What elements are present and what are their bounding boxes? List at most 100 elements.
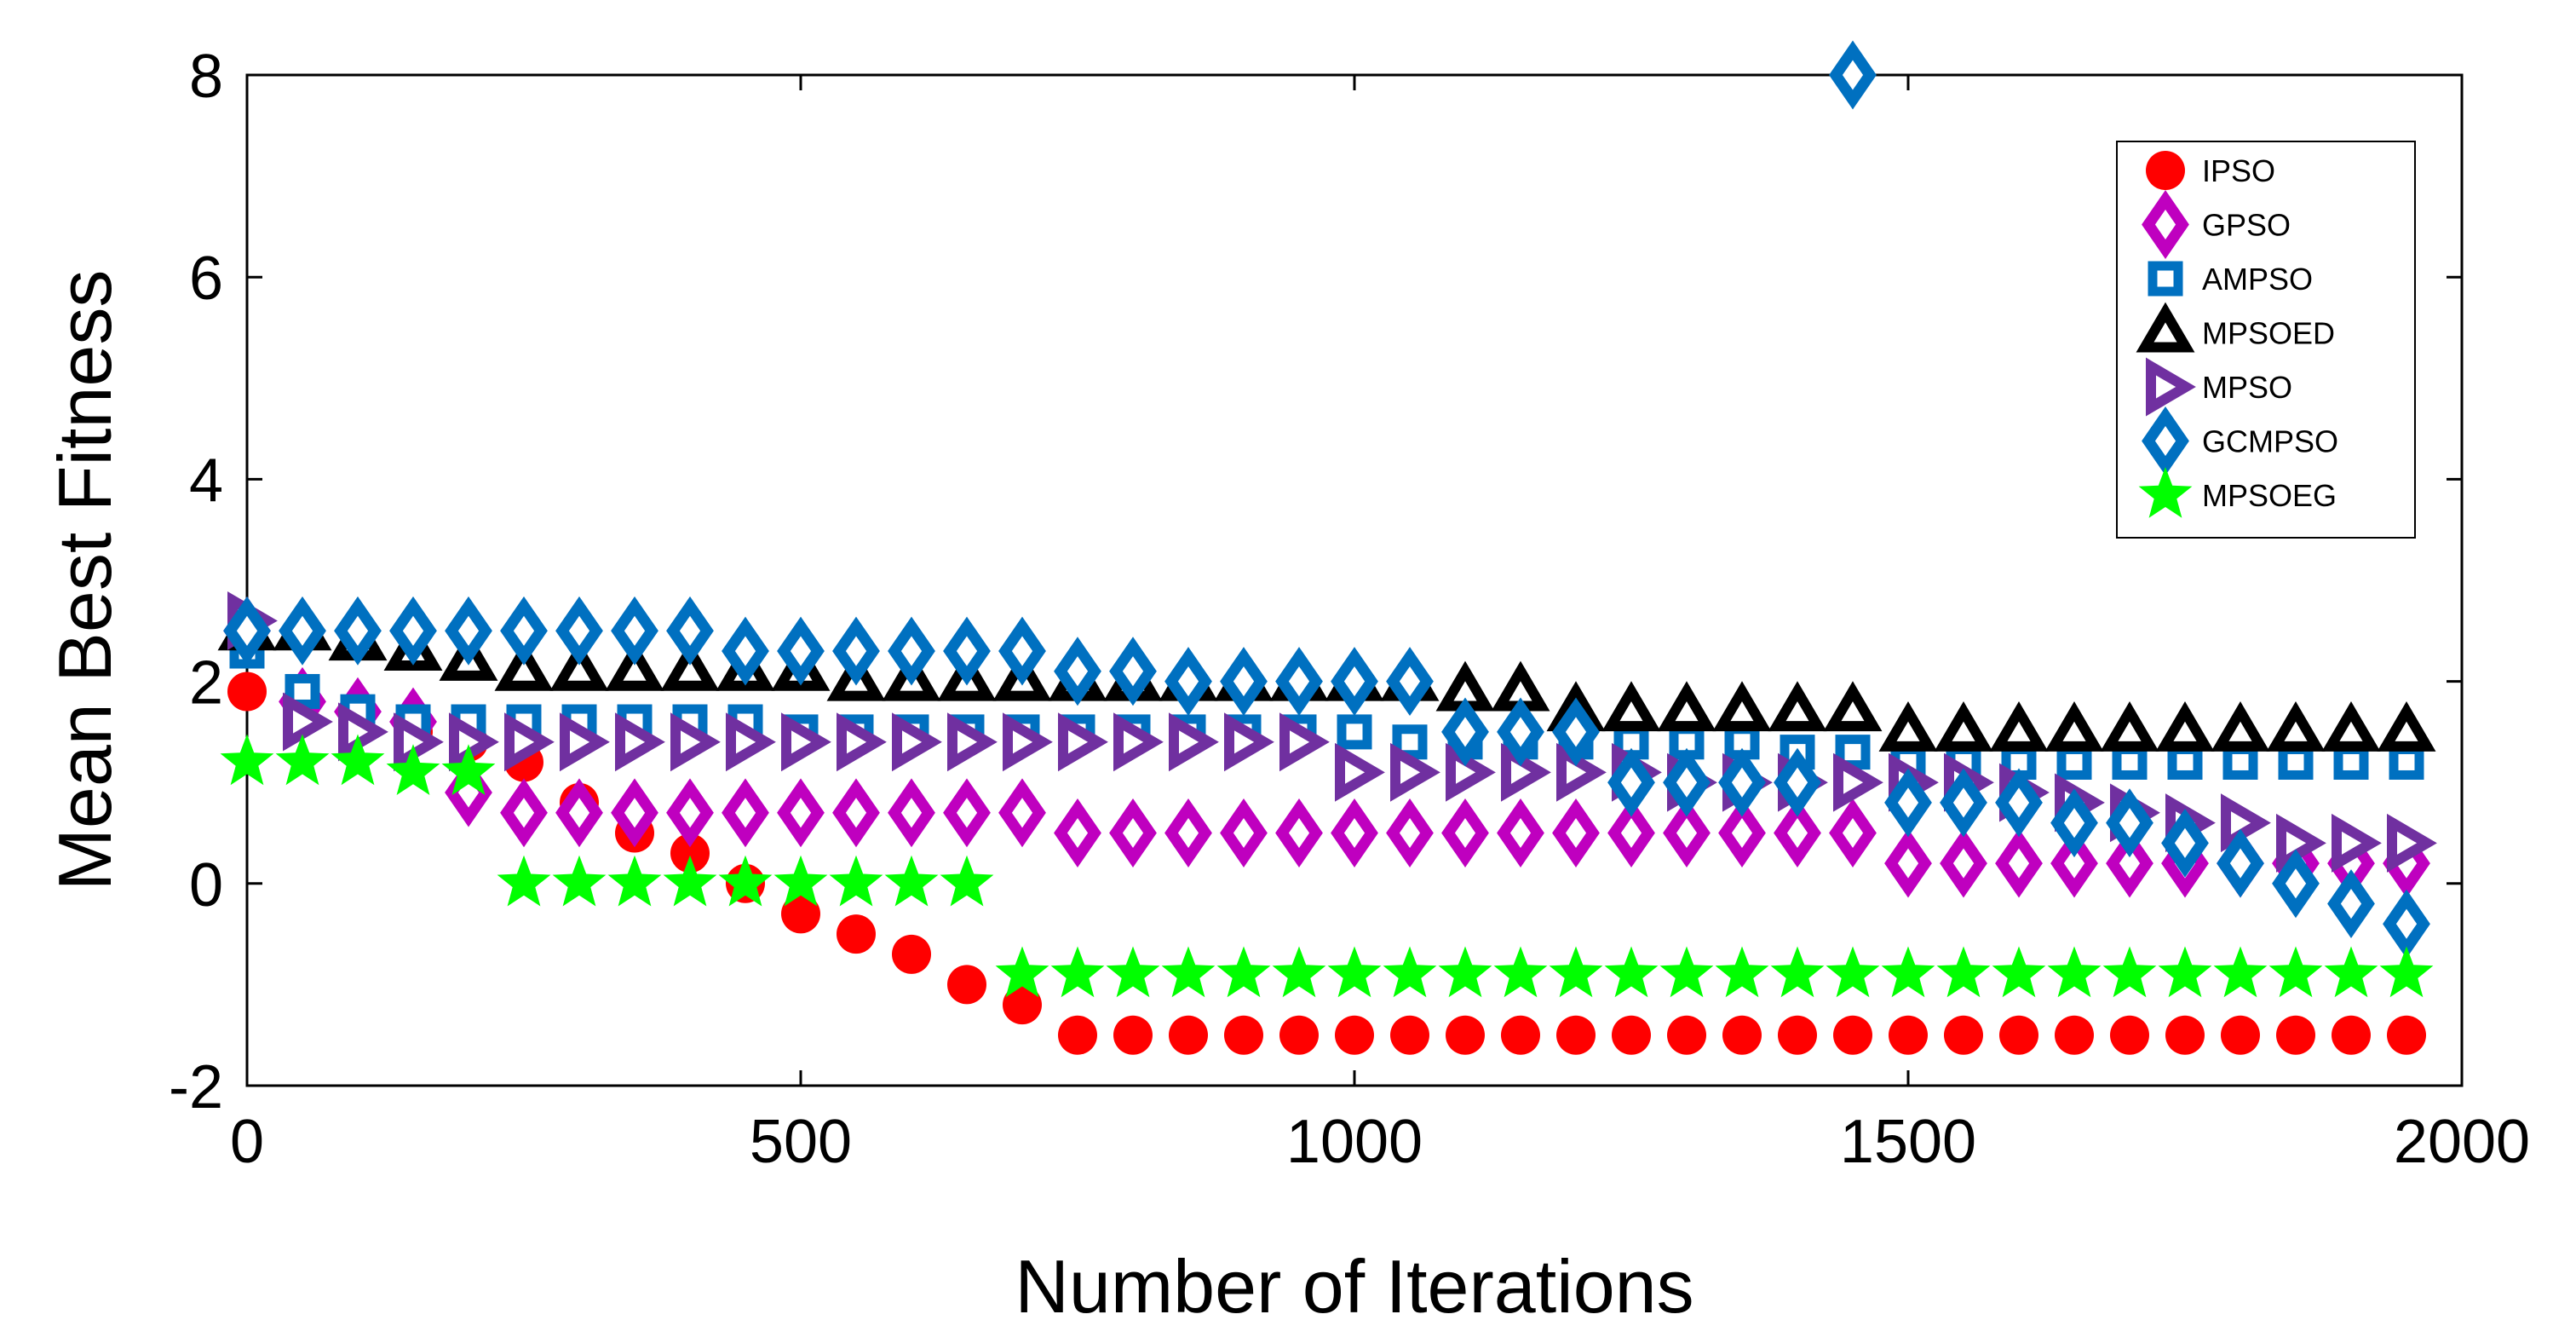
- point-mpsoeg: [331, 734, 385, 786]
- point-gcmpso: [1718, 747, 1766, 817]
- point-gcmpso: [888, 616, 935, 686]
- point-gpso: [1441, 798, 1489, 867]
- point-mpsoeg: [2047, 946, 2102, 998]
- point-ipso: [2165, 1015, 2205, 1055]
- point-mpsoed: [2155, 701, 2215, 752]
- point-ipso: [1612, 1015, 1651, 1055]
- point-mpsoed: [549, 640, 609, 691]
- point-mpsoeg: [1770, 946, 1825, 998]
- point-ipso: [2221, 1015, 2260, 1055]
- point-gpso: [2050, 828, 2098, 898]
- legend: IPSO GPSO AMPSO MPSOED MPSO GCMPSO MPSOEG: [2116, 141, 2416, 539]
- point-gcmpso: [943, 616, 991, 686]
- point-gcmpso: [777, 616, 825, 686]
- point-mpsoeg: [2268, 946, 2323, 998]
- point-gcmpso: [1940, 768, 1987, 838]
- point-gpso: [1718, 798, 1766, 867]
- point-ipso: [1003, 985, 1042, 1025]
- point-ampso: [2222, 744, 2258, 780]
- point-mpso: [1390, 742, 1440, 802]
- legend-marker-mpso: [2146, 357, 2196, 417]
- point-mpsoeg: [1881, 946, 1935, 998]
- point-mpsoed: [1989, 701, 2049, 752]
- point-mpsoeg: [607, 855, 662, 907]
- legend-label: AMPSO: [2202, 262, 2313, 297]
- legend-item-gcmpso: GCMPSO: [2142, 406, 2338, 476]
- point-mpsoeg: [1383, 946, 1437, 998]
- point-gpso: [1607, 798, 1655, 867]
- point-ipso: [1667, 1015, 1706, 1055]
- point-ipso: [1224, 1015, 1263, 1055]
- point-mpsoed: [1657, 681, 1716, 732]
- point-gcmpso: [223, 596, 271, 666]
- legend-marker-gpso: [2142, 190, 2189, 259]
- point-ampso: [2112, 744, 2148, 780]
- point-mpsoeg: [2213, 946, 2268, 998]
- point-gpso: [722, 778, 769, 848]
- point-gpso: [1663, 798, 1711, 867]
- point-gpso: [1386, 798, 1434, 867]
- point-mpsoed: [1934, 701, 1993, 752]
- legend-item-gpso: GPSO: [2142, 190, 2291, 259]
- point-mpsoeg: [663, 855, 717, 907]
- point-gcmpso: [1995, 768, 2043, 838]
- point-mpsoeg: [773, 855, 828, 907]
- point-gpso: [1552, 798, 1600, 867]
- point-gpso: [943, 778, 991, 848]
- point-mpsoeg: [1272, 946, 1326, 998]
- point-ipso: [1058, 1015, 1097, 1055]
- point-gcmpso: [2327, 869, 2375, 938]
- point-gcmpso: [1441, 697, 1489, 767]
- point-mpso: [1279, 712, 1330, 772]
- point-gcmpso: [1884, 768, 1932, 838]
- legend-item-mpsoeg: MPSOEG: [2138, 467, 2337, 518]
- point-gpso: [1331, 798, 1378, 867]
- point-gpso: [1995, 828, 2043, 898]
- point-gpso: [1164, 798, 1212, 867]
- point-gcmpso: [1386, 647, 1434, 717]
- legend-item-ampso: AMPSO: [2148, 261, 2313, 297]
- point-mpsoeg: [1715, 946, 1769, 998]
- point-gcmpso: [1164, 647, 1212, 717]
- point-mpsoed: [494, 640, 554, 691]
- point-mpsoeg: [1438, 946, 1492, 998]
- point-mpsoed: [2100, 701, 2159, 752]
- legend-marker-mpsoed: [2136, 302, 2195, 353]
- point-ipso: [2387, 1015, 2426, 1055]
- point-mpso: [892, 712, 942, 772]
- point-mpsoeg: [1992, 946, 2046, 998]
- point-gpso: [1829, 798, 1877, 867]
- y-tick-label: -2: [169, 1053, 223, 1121]
- point-mpso: [726, 712, 776, 772]
- point-mpsoed: [2321, 701, 2381, 752]
- point-gcmpso: [2217, 828, 2264, 898]
- point-gpso: [2106, 828, 2153, 898]
- x-tick-label: 2000: [2394, 1108, 2530, 1176]
- point-mpsoeg: [995, 946, 1049, 998]
- point-gcmpso: [2161, 808, 2209, 878]
- point-mpsoed: [2044, 701, 2104, 752]
- point-gpso: [1275, 798, 1323, 867]
- point-gcmpso: [1109, 637, 1157, 706]
- point-mpso: [1224, 712, 1274, 772]
- point-mpso: [2387, 813, 2437, 873]
- point-gcmpso: [832, 616, 880, 686]
- point-ipso: [1335, 1015, 1374, 1055]
- point-gcmpso: [555, 596, 603, 666]
- point-gpso: [666, 778, 714, 848]
- point-gcmpso: [1829, 40, 1877, 110]
- series-mpsoeg: [220, 734, 2434, 998]
- point-gpso: [777, 778, 825, 848]
- point-ampso: [2333, 744, 2369, 780]
- point-mpsoed: [1823, 681, 1883, 732]
- point-ipso: [1556, 1015, 1596, 1055]
- point-gcmpso: [445, 596, 492, 666]
- point-gpso: [1054, 798, 1101, 867]
- point-mpsoed: [1878, 701, 1938, 752]
- point-mpsoeg: [1327, 946, 1382, 998]
- point-mpsoeg: [829, 855, 883, 907]
- point-gcmpso: [1054, 637, 1101, 706]
- legend-marker-gcmpso: [2142, 406, 2189, 476]
- point-gcmpso: [998, 616, 1046, 686]
